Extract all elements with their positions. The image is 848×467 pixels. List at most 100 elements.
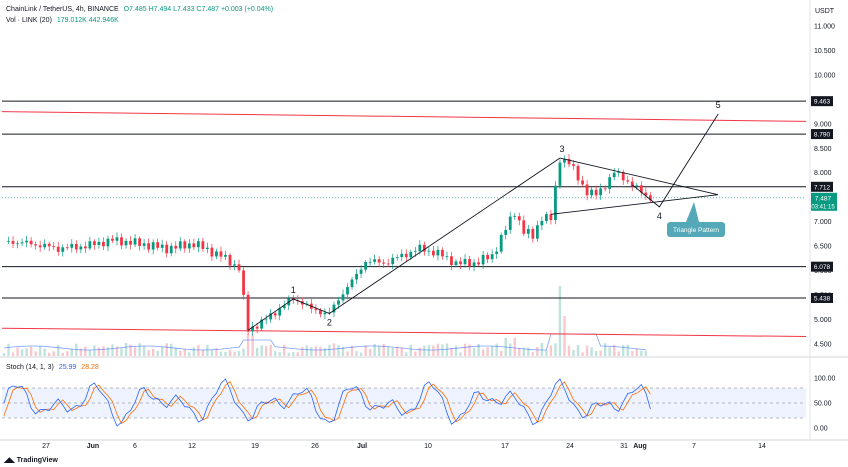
candle-body[interactable] (341, 294, 345, 301)
candle-body[interactable] (409, 251, 413, 258)
candle-body[interactable] (7, 240, 10, 242)
symbol-title[interactable]: ChainLink / TetherUS, 4h, BINANCE (6, 6, 119, 13)
candle-body[interactable] (454, 261, 458, 266)
tradingview-logo[interactable]: ◢◣ TradingView (4, 456, 58, 464)
candle-body[interactable] (585, 184, 589, 196)
candle-body[interactable] (151, 242, 155, 250)
candle-body[interactable] (224, 255, 227, 257)
candle-body[interactable] (540, 220, 544, 226)
candle-body[interactable] (558, 162, 562, 186)
volume-label[interactable]: Vol · LINK (20) (6, 17, 52, 24)
candle-body[interactable] (74, 244, 78, 250)
candle-body[interactable] (486, 254, 490, 260)
candle-body[interactable] (441, 249, 444, 257)
candle-body[interactable] (11, 240, 15, 244)
candle-body[interactable] (228, 255, 232, 266)
candle-body[interactable] (255, 326, 259, 329)
candle-body[interactable] (413, 251, 417, 252)
candle-body[interactable] (93, 241, 96, 245)
candle-body[interactable] (436, 249, 440, 256)
candle-body[interactable] (337, 300, 340, 305)
candle-body[interactable] (545, 214, 548, 221)
candle-body[interactable] (472, 262, 476, 267)
candle-body[interactable] (635, 185, 639, 187)
candle-body[interactable] (603, 188, 607, 190)
candle-body[interactable] (210, 247, 214, 257)
candle-body[interactable] (174, 245, 178, 249)
candle-body[interactable] (346, 287, 349, 295)
candle-body[interactable] (160, 244, 164, 248)
candle-body[interactable] (608, 177, 612, 189)
candle-body[interactable] (567, 158, 571, 165)
triangle-lower-line[interactable] (550, 194, 719, 215)
upper-trend-line[interactable] (1, 111, 807, 122)
candle-body[interactable] (251, 326, 254, 332)
candle-body[interactable] (201, 241, 205, 249)
candle-body[interactable] (368, 261, 372, 263)
candle-body[interactable] (43, 243, 47, 248)
candle-body[interactable] (468, 258, 471, 267)
candle-body[interactable] (355, 273, 358, 280)
candle-body[interactable] (219, 251, 223, 257)
candle-body[interactable] (612, 172, 616, 178)
candle-body[interactable] (260, 319, 264, 329)
candle-body[interactable] (29, 240, 33, 245)
candle-body[interactable] (594, 189, 598, 196)
candle-body[interactable] (156, 242, 160, 248)
candle-body[interactable] (432, 250, 435, 256)
candle-body[interactable] (83, 246, 87, 249)
annotation-box[interactable] (667, 222, 725, 237)
candle-body[interactable] (115, 237, 119, 241)
candle-body[interactable] (147, 243, 151, 250)
candle-body[interactable] (169, 245, 173, 254)
candle-body[interactable] (364, 262, 367, 270)
candle-body[interactable] (617, 172, 621, 173)
candle-body[interactable] (206, 247, 209, 249)
projection-line[interactable] (632, 113, 719, 208)
candle-body[interactable] (350, 279, 354, 288)
candle-body[interactable] (377, 259, 381, 263)
candle-body[interactable] (38, 245, 42, 248)
candle-body[interactable] (97, 241, 101, 245)
candle-body[interactable] (328, 312, 331, 314)
candle-body[interactable] (481, 254, 485, 265)
candle-body[interactable] (630, 181, 634, 187)
candle-body[interactable] (278, 308, 282, 316)
candle-body[interactable] (395, 257, 399, 258)
lower-trend-line[interactable] (1, 327, 807, 338)
candle-body[interactable] (639, 185, 643, 193)
candle-body[interactable] (25, 240, 28, 243)
candle-body[interactable] (427, 250, 431, 252)
candle-body[interactable] (319, 310, 322, 315)
candle-body[interactable] (644, 192, 648, 196)
candle-body[interactable] (422, 244, 426, 252)
candle-body[interactable] (314, 308, 318, 311)
candle-body[interactable] (61, 247, 65, 252)
candle-body[interactable] (404, 253, 408, 258)
candle-body[interactable] (572, 164, 575, 166)
candle-body[interactable] (626, 180, 630, 182)
candle-body[interactable] (648, 195, 652, 201)
candle-body[interactable] (463, 258, 467, 265)
candle-body[interactable] (34, 244, 38, 246)
candle-body[interactable] (269, 313, 273, 320)
candle-body[interactable] (581, 180, 584, 185)
candle-body[interactable] (120, 237, 123, 246)
candle-body[interactable] (47, 243, 51, 247)
candle-body[interactable] (133, 238, 137, 245)
candle-body[interactable] (599, 188, 603, 196)
candle-body[interactable] (517, 216, 521, 221)
candle-body[interactable] (332, 304, 336, 313)
candle-body[interactable] (450, 256, 453, 266)
candle-body[interactable] (549, 214, 553, 221)
candle-body[interactable] (142, 243, 146, 246)
wave-count-line[interactable] (247, 157, 561, 331)
candle-body[interactable] (576, 165, 580, 181)
candle-body[interactable] (79, 246, 83, 250)
candle-body[interactable] (563, 158, 566, 163)
candle-body[interactable] (264, 319, 268, 321)
candle-body[interactable] (183, 241, 187, 249)
candle-body[interactable] (400, 253, 404, 258)
candle-body[interactable] (196, 241, 200, 248)
